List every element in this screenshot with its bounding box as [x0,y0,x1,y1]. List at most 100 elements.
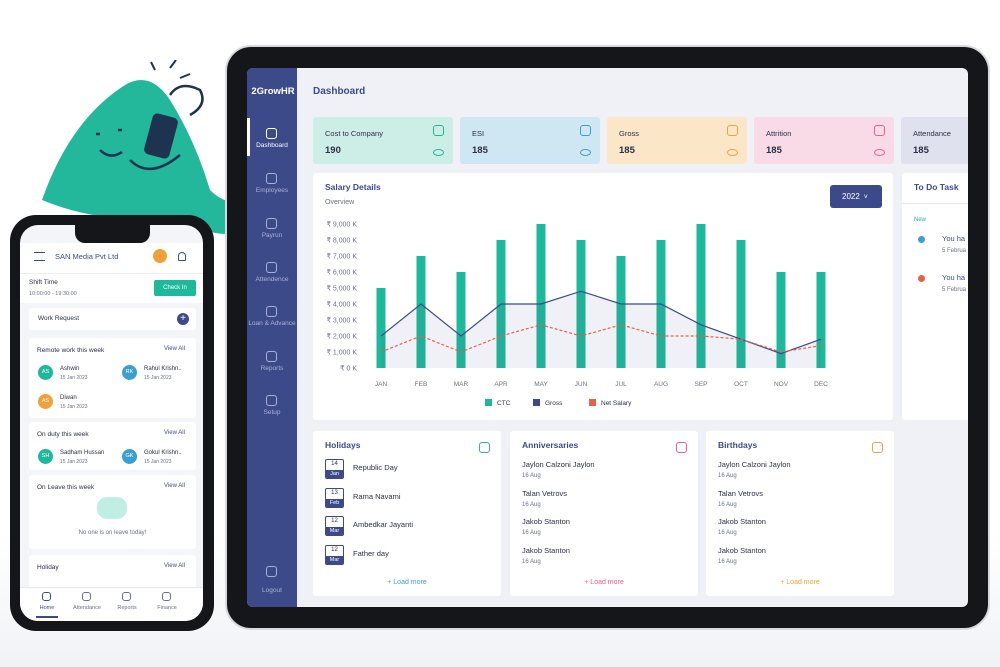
person-name: Jakob Stanton [718,517,766,526]
view-all[interactable]: View All [164,346,185,352]
section: Remote work this week View All AS Ashwin 15 … [29,338,196,418]
holiday-name: Father day [353,548,389,558]
stat-value: 185 [619,145,635,156]
chevron: ˅ [863,194,868,201]
panel-title: Birthdays [718,440,758,450]
x-tick-label: JAN [375,381,388,388]
active-underline [36,616,58,618]
check-in[interactable]: Check In [154,280,196,296]
person-date: 15 Jan 2023 [144,459,172,465]
person-name: Talan Vetrovs [718,488,764,498]
legend-swatch [589,399,596,406]
x-tick-label: SEP [694,381,707,388]
bar [576,240,586,368]
person-date: 16 Aug [718,501,737,508]
person-date: 15 Jan 2023 [60,459,88,465]
person-name: Ashwin [60,366,80,372]
view-all[interactable]: View All [164,430,185,436]
company-name: SAN Media Pvt Ltd [55,252,119,261]
mascot [42,60,255,255]
avatar [153,249,167,263]
sidebar-item[interactable]: Setup [263,409,281,416]
sidebar-item[interactable]: Reports [260,365,284,372]
section-title: Remote work this week [37,347,105,354]
icon [580,125,591,136]
date-day: 12 [331,518,338,524]
nav-item[interactable]: Home [39,605,55,611]
icon [266,128,277,139]
sidebar-item[interactable]: Attendence [255,276,289,283]
sidebar-item[interactable]: Dashboard [256,142,288,149]
view-icon[interactable] [433,149,444,156]
view-icon[interactable] [727,149,738,156]
todo-date: 5 Februa [942,287,967,293]
y-tick-label: ₹ 3,000 K [326,317,357,325]
date-day: 14 [331,461,338,467]
view-icon[interactable] [580,149,591,156]
date-day: 12 [331,546,338,553]
legend-swatch [485,399,492,406]
area [381,291,821,368]
stat-label: Cost to Company [325,129,383,138]
work-request[interactable]: Work Request + [29,308,196,330]
sidebar-item[interactable]: Employees [255,187,289,194]
menu-icon[interactable] [34,252,45,261]
nav-item[interactable]: Attendance [73,605,101,611]
load-more[interactable]: + Load more [387,579,427,586]
y-tick-label: ₹ 0 K [340,365,357,373]
notch [75,225,150,243]
stat-label: Gross [619,129,640,138]
section-title: On Leave this week [37,484,95,491]
icon [266,566,277,577]
view-icon[interactable] [874,149,885,156]
stat-card: Attrition 185 [754,117,894,164]
panel: Holidays 14 Jan Republic Day 13 Feb Rama Navam… [313,431,501,596]
nav-item[interactable]: Reports [117,605,137,611]
bottom-nav: Home Attendance Reports Finance [20,587,203,621]
person-name: Jakob Stanton [718,545,766,555]
bar [536,224,546,368]
person-date: 16 Aug [522,558,541,565]
bar [616,256,626,368]
sidebar-item[interactable]: Payrun [261,232,283,239]
icon [42,592,51,601]
legend-label: Net Salary [601,400,632,407]
tablet-screen: 2GrowHR Dashboard Employees Payrun Attendenc… [247,68,968,607]
initials: RK [122,365,137,380]
y-tick-label: ₹ 8,000 K [326,237,357,245]
stat-value: 190 [325,145,341,156]
person-date: 16 Aug [718,473,737,479]
legend-swatch [533,399,540,406]
todo-text[interactable]: You ha [942,273,966,282]
stat-label: ESI [472,129,485,138]
date-month: Jan [326,470,343,478]
nav-item[interactable]: Finance [157,605,177,611]
line [380,324,822,353]
logout[interactable]: Logout [262,587,282,594]
active-indicator [247,118,250,156]
icon [433,125,444,136]
phone-screen: SAN Media Pvt Ltd Shift Time 10:00:00 - 19… [20,225,203,621]
load-more[interactable]: + Load more [780,579,820,586]
sidebar-item[interactable]: Loan & Advance [248,320,296,327]
stat-label: Attendance [913,129,951,138]
section: On Leave this week View All No one is on l… [29,475,196,549]
icon [162,592,171,601]
empty-text: No one is on leave today! [78,530,147,536]
person-name: Jaylon Calzoni Jaylon [522,460,595,469]
view-all[interactable]: View All [164,483,185,489]
icon [266,218,277,229]
icon [266,395,277,406]
view-all[interactable]: View All [164,563,185,569]
holiday-name: Rama Navami [353,491,401,501]
x-tick-label: OCT [734,381,748,388]
logo: 2GrowHR [251,86,295,97]
todo-text[interactable]: You ha [942,234,966,243]
icon [727,125,738,136]
year-select[interactable]: 2022 ˅ [830,185,882,208]
load-more[interactable]: + Load more [584,579,624,586]
bell[interactable] [178,252,186,261]
date-month: Mar [326,555,343,564]
bar [696,224,706,368]
